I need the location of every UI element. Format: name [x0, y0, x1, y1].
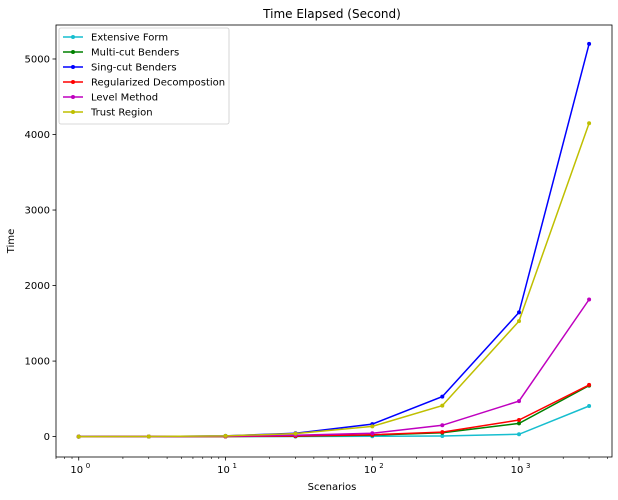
data-point — [587, 404, 592, 408]
data-point — [517, 432, 521, 437]
data-point — [440, 434, 445, 438]
data-point — [517, 421, 521, 426]
y-tick-label: 0 — [44, 432, 50, 443]
y-tick-label: 3000 — [25, 206, 50, 217]
data-point — [587, 41, 592, 46]
legend-marker — [71, 50, 75, 54]
x-axis: 10 0 10 1 10 2 10 3 — [55, 457, 608, 476]
data-point — [293, 431, 298, 436]
legend: Extensive Form Multi-cut Benders Sing-cut … — [58, 27, 230, 125]
legend-label: Extensive Form — [91, 33, 168, 44]
y-tick-label: 4000 — [25, 130, 50, 141]
x-tick-label: 10 — [70, 465, 83, 476]
legend-marker — [71, 35, 75, 39]
data-point — [370, 431, 375, 436]
plot-frame — [55, 24, 613, 458]
data-point — [440, 423, 445, 428]
data-point — [440, 430, 445, 435]
legend-label: Multi-cut Benders — [91, 48, 179, 59]
data-point — [517, 418, 521, 422]
y-axis-label: Time — [6, 229, 17, 254]
y-tick-label: 5000 — [25, 54, 50, 65]
legend-box — [58, 27, 230, 125]
series-layer — [76, 41, 592, 439]
x-tick-label-exponent: 2 — [379, 462, 383, 470]
data-point — [587, 297, 592, 302]
x-tick-label: 10 — [511, 465, 524, 476]
legend-label: Trust Region — [90, 108, 153, 119]
data-point — [517, 310, 521, 315]
data-point — [517, 399, 521, 404]
legend-label: Regularized Decompostion — [91, 78, 225, 89]
y-tick-label: 1000 — [25, 357, 50, 368]
data-point — [146, 434, 151, 439]
data-point — [587, 121, 592, 126]
data-point — [223, 433, 228, 438]
data-point — [587, 382, 592, 387]
x-tick-label-exponent: 1 — [232, 462, 236, 470]
legend-label: Sing-cut Benders — [91, 63, 177, 74]
y-axis: 0 1000 2000 3000 4000 5000 — [25, 54, 56, 443]
series-line-5 — [78, 122, 590, 438]
chart-title: Time Elapsed (Second) — [262, 7, 401, 21]
legend-marker — [71, 110, 75, 114]
data-point — [440, 394, 445, 399]
legend-marker — [71, 95, 75, 99]
x-tick-label-exponent: 0 — [86, 462, 90, 470]
data-point — [517, 319, 521, 324]
x-tick-label-exponent: 3 — [526, 462, 530, 470]
x-tick-label: 10 — [217, 465, 230, 476]
data-point — [76, 434, 81, 439]
y-tick-label: 2000 — [25, 281, 50, 292]
data-point — [370, 424, 375, 429]
data-point — [440, 403, 445, 408]
x-axis-label: Scenarios — [308, 482, 357, 493]
legend-marker — [71, 80, 75, 84]
legend-label: Level Method — [91, 93, 158, 104]
legend-marker — [71, 65, 75, 69]
x-tick-label: 10 — [364, 465, 377, 476]
